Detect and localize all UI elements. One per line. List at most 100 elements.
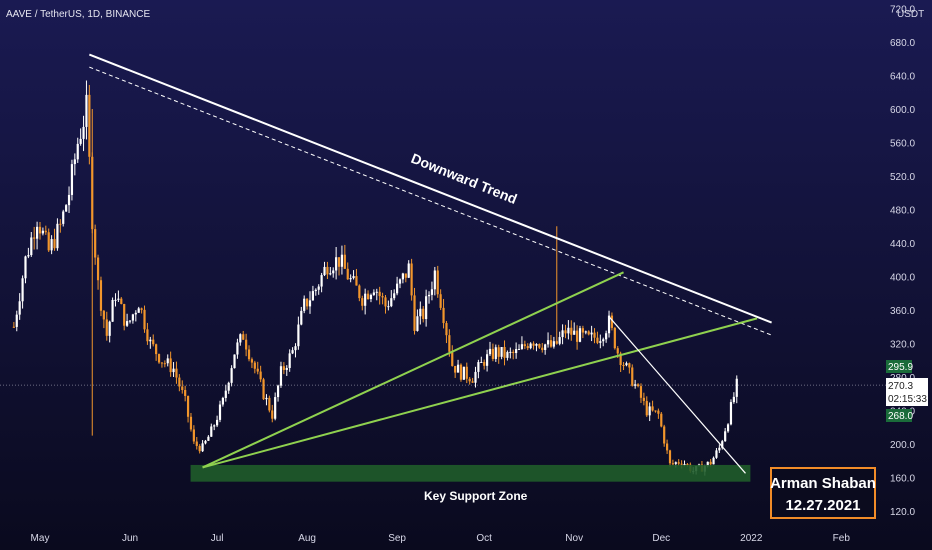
candle-body xyxy=(102,310,105,320)
candle-body xyxy=(384,297,387,307)
candle-body xyxy=(610,315,614,328)
tag-last-bg xyxy=(886,378,928,406)
candle-body xyxy=(62,211,65,224)
candle-body xyxy=(166,358,169,364)
candle-body xyxy=(79,138,82,144)
candle-body xyxy=(593,332,596,338)
candle-body xyxy=(642,397,645,401)
candle-body xyxy=(442,307,445,324)
candle-body xyxy=(213,425,216,427)
candle-body xyxy=(590,332,593,335)
candle-body xyxy=(253,362,256,369)
candle-body xyxy=(94,229,97,258)
candle-body xyxy=(567,327,570,334)
candle-body xyxy=(346,268,349,280)
candle-body xyxy=(114,299,117,301)
candle-body xyxy=(538,343,541,348)
candle-body xyxy=(509,351,512,353)
candle-body xyxy=(628,363,631,368)
x-tick-label: Oct xyxy=(476,533,492,544)
candle-body xyxy=(636,384,640,387)
x-tick-label: Dec xyxy=(652,533,670,544)
candle-body xyxy=(631,367,634,386)
signature-name: Arman Shaban xyxy=(770,475,876,492)
candle-body xyxy=(242,334,245,340)
candle-body xyxy=(291,350,294,354)
candle-body xyxy=(288,353,291,368)
candle-body xyxy=(517,348,521,350)
candle-body xyxy=(483,361,486,366)
candle-body xyxy=(268,397,271,411)
x-tick-label: 2022 xyxy=(740,533,763,544)
candle-body xyxy=(317,286,320,290)
candle-body xyxy=(285,367,288,370)
candle-body xyxy=(599,341,602,343)
support-zone-label: Key Support Zone xyxy=(424,489,528,503)
candle-body xyxy=(227,382,230,391)
candle-body xyxy=(477,362,480,372)
y-tick-label: 680.0 xyxy=(890,38,915,49)
candle-body xyxy=(221,397,225,405)
candle-body xyxy=(181,386,184,390)
candle-body xyxy=(96,257,100,281)
candle-body xyxy=(500,347,503,357)
candle-body xyxy=(480,361,483,363)
candle-body xyxy=(721,441,724,448)
candle-body xyxy=(169,358,172,373)
candle-body xyxy=(326,266,329,275)
candle-body xyxy=(343,254,346,269)
candle-body xyxy=(381,296,384,298)
trendlines-layer xyxy=(0,53,886,474)
candle-body xyxy=(422,308,425,320)
candle-body xyxy=(459,364,463,380)
candle-body xyxy=(323,266,326,276)
candle-body xyxy=(67,194,71,206)
candle-body xyxy=(625,363,628,366)
y-tick-label: 520.0 xyxy=(890,172,915,183)
candle-body xyxy=(413,295,416,331)
candle-body xyxy=(398,279,402,284)
candle-body xyxy=(390,298,393,307)
candle-body xyxy=(468,378,471,382)
trendline-green xyxy=(202,271,624,469)
candle-body xyxy=(210,426,213,437)
candle-body xyxy=(297,324,300,347)
candle-body xyxy=(639,386,643,398)
candle-body xyxy=(207,436,210,441)
candle-body xyxy=(564,330,567,334)
candle-body xyxy=(451,351,454,366)
candle-body xyxy=(300,310,303,325)
candle-body xyxy=(729,402,733,425)
candle-body xyxy=(35,226,39,239)
candle-body xyxy=(462,366,465,380)
candle-body xyxy=(30,237,33,256)
candle-body xyxy=(433,270,436,290)
y-tick-label: 320.0 xyxy=(890,340,915,351)
candle-body xyxy=(619,353,622,366)
candle-body xyxy=(38,226,42,234)
candle-body xyxy=(192,429,195,442)
candle-body xyxy=(230,368,233,383)
candle-body xyxy=(204,440,207,444)
candle-body xyxy=(256,368,259,372)
candle-body xyxy=(355,276,358,286)
candle-body xyxy=(395,283,399,294)
candle-body xyxy=(454,365,457,373)
candle-body xyxy=(561,330,564,338)
y-tick-label: 600.0 xyxy=(890,105,915,116)
candle-body xyxy=(65,205,68,212)
candle-body xyxy=(634,384,637,386)
price-tags: 295.9 270.3 02:15:33 268.0 xyxy=(886,360,928,422)
candle-body xyxy=(366,293,370,300)
candle-body xyxy=(645,400,648,416)
tag-last: 270.3 xyxy=(888,381,913,392)
candle-body xyxy=(201,443,204,452)
candle-body xyxy=(335,257,338,271)
candle-body xyxy=(474,371,477,383)
candle-body xyxy=(262,379,265,400)
candle-body xyxy=(686,464,689,466)
candle-body xyxy=(259,371,262,380)
candle-body xyxy=(549,340,553,347)
